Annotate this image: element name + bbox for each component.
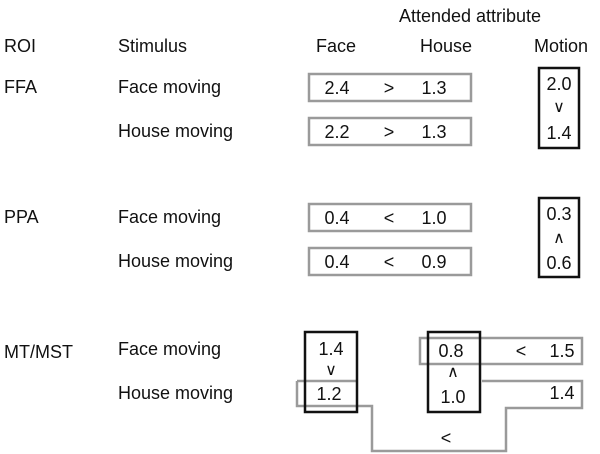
ffa-house-moving-box xyxy=(307,116,473,147)
ffa-motion-op: ∨ xyxy=(553,99,565,116)
ppa-house-moving-box xyxy=(307,246,473,277)
ffa-house-moving-label: House moving xyxy=(118,121,234,141)
ffa-motion-box xyxy=(537,66,581,150)
ffa-house-moving-face-value: 2.2 xyxy=(324,122,350,142)
ppa-face-moving-label: Face moving xyxy=(118,207,222,227)
ppa-motion-op: ∧ xyxy=(553,230,565,247)
motion-column-header: Motion xyxy=(533,36,589,56)
attended-attribute-heading: Attended attribute xyxy=(398,6,542,26)
mt-house-moving-house-value: 1.0 xyxy=(440,387,466,407)
ffa-house-moving-op: > xyxy=(383,122,395,142)
mt-house-moving-label: House moving xyxy=(118,383,234,403)
roi-ppa-label: PPA xyxy=(4,207,39,227)
house-column-header: House xyxy=(419,36,473,56)
mt-house-column-op: ∧ xyxy=(447,364,459,381)
mt-face-moving-house-motion-box xyxy=(418,336,584,366)
ffa-house-moving-house-value: 1.3 xyxy=(421,122,447,142)
mt-house-moving-face-value: 1.2 xyxy=(316,384,342,404)
ffa-motion-top-value: 2.0 xyxy=(546,74,572,94)
ppa-house-moving-face-value: 0.4 xyxy=(324,252,350,272)
ffa-face-moving-label: Face moving xyxy=(118,77,222,97)
roi-mt-mst-label: MT/MST xyxy=(4,342,73,362)
ffa-face-moving-box xyxy=(307,72,473,103)
roi-ffa-label: FFA xyxy=(4,77,38,97)
mt-face-moving-label: Face moving xyxy=(118,339,222,359)
mt-face-moving-motion-value: 1.5 xyxy=(549,341,575,361)
mt-face-column-op: ∨ xyxy=(325,362,337,379)
ffa-motion-bottom-value: 1.4 xyxy=(546,123,572,143)
ppa-face-moving-op: < xyxy=(383,208,395,228)
mt-face-moving-face-value: 1.4 xyxy=(318,339,344,359)
ppa-house-moving-op: < xyxy=(383,252,395,272)
mt-house-moving-bracket xyxy=(295,379,584,453)
face-column-header: Face xyxy=(315,36,357,56)
roi-column-header: ROI xyxy=(4,36,37,56)
ppa-face-moving-face-value: 0.4 xyxy=(324,208,350,228)
ppa-face-moving-box xyxy=(307,202,473,233)
ppa-motion-box xyxy=(537,196,581,279)
stimulus-column-header: Stimulus xyxy=(118,36,188,56)
mt-face-column-box xyxy=(303,330,359,414)
ppa-motion-bottom-value: 0.6 xyxy=(546,253,572,273)
ppa-face-moving-house-value: 1.0 xyxy=(421,208,447,228)
ffa-face-moving-house-value: 1.3 xyxy=(421,78,447,98)
ppa-motion-top-value: 0.3 xyxy=(546,204,572,224)
mt-house-moving-motion-value: 1.4 xyxy=(549,383,575,403)
ffa-face-moving-op: > xyxy=(383,78,395,98)
mt-house-column-box xyxy=(426,330,482,414)
ffa-face-moving-face-value: 2.4 xyxy=(324,78,350,98)
ppa-house-moving-label: House moving xyxy=(118,251,234,271)
mt-face-moving-op: < xyxy=(515,341,527,361)
mt-face-moving-house-value: 0.8 xyxy=(438,341,464,361)
ppa-house-moving-house-value: 0.9 xyxy=(421,252,447,272)
mt-bottom-comparison-op: < xyxy=(440,428,452,448)
